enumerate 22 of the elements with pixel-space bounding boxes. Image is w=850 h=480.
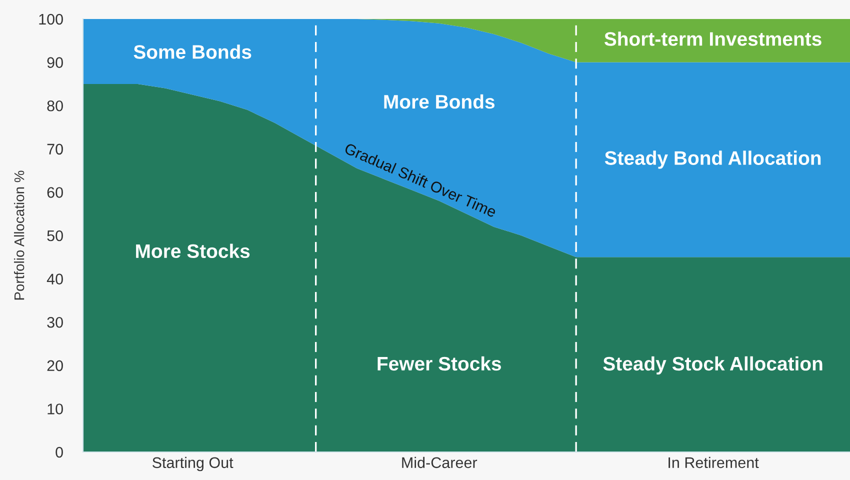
y-tick-label: 40 (46, 274, 63, 284)
annotation: Short-term Investments (604, 32, 822, 46)
annotation: Fewer Stocks (378, 356, 501, 371)
y-tick-label: 70 (47, 144, 63, 155)
y-tick-label: 100 (39, 14, 63, 25)
y-tick-label: 60 (47, 187, 63, 198)
y-tick-label: 10 (48, 404, 63, 414)
y-tick-label: 80 (47, 100, 63, 112)
annotation: Steady Bond Allocation (604, 150, 821, 169)
annotation: More Stocks (136, 244, 250, 258)
y-axis-title: Portfolio Allocation % (14, 170, 24, 300)
y-tick-label: 90 (47, 57, 63, 68)
y-tick-label: 20 (47, 360, 63, 372)
x-tick-label: In Retirement (668, 456, 759, 468)
annotation: Some Bonds (134, 44, 252, 59)
annotation: Steady Stock Allocation (603, 356, 822, 374)
y-tick-label: 50 (47, 230, 63, 242)
annotation: More Bonds (384, 94, 494, 109)
y-tick-label: 0 (56, 446, 63, 458)
y-tick-label: 30 (47, 316, 63, 328)
x-tick-label: Starting Out (152, 456, 234, 472)
x-tick-label: Mid-Career (402, 456, 478, 468)
